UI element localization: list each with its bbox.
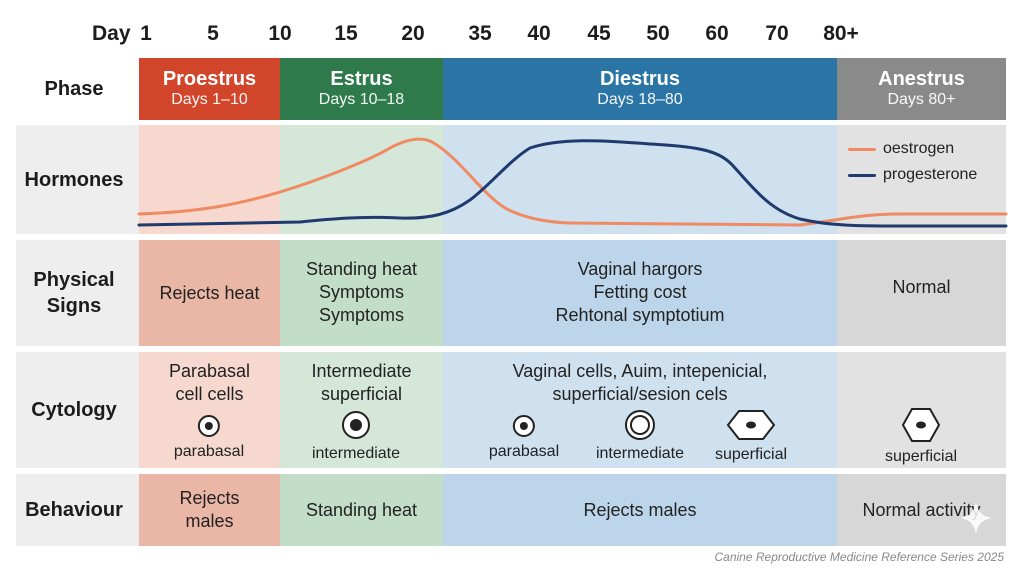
cell-item-parabasal: parabasal — [489, 413, 559, 461]
intermediate-ring-cell-icon — [624, 410, 655, 440]
cell-caption: superficial — [714, 446, 788, 463]
cell-text: Normal — [892, 277, 951, 297]
cell-item-superficial: superficial — [715, 408, 787, 464]
cell-caption: intermediate — [311, 445, 401, 462]
legend-swatch — [848, 147, 876, 151]
phase-days: Days 80+ — [887, 91, 956, 108]
cell-text: Rejects — [179, 488, 240, 508]
day-tick: 35 — [468, 22, 492, 45]
physical-estrus: Standing heat Symptoms Symptoms — [280, 240, 443, 346]
phase-name: Diestrus — [599, 68, 681, 90]
cytology-diestrus: Vaginal cells, Auim, intepenicial, super… — [443, 352, 837, 468]
phase-estrus: Estrus Days 10–18 — [280, 58, 443, 120]
phase-diestrus: Diestrus Days 18–80 — [443, 58, 837, 120]
cell-text: superficial — [320, 384, 403, 404]
cell-text: Vaginal cells, Auim, intepenicial, — [512, 361, 768, 381]
phase-days: Days 10–18 — [318, 91, 405, 108]
parabasal-cell-icon — [513, 415, 535, 437]
parabasal-cell-icon — [198, 415, 220, 437]
progesterone-curve — [137, 139, 1008, 228]
cell-text: superficial/sesion cels — [552, 384, 728, 404]
cell-text: Rejects males — [583, 499, 697, 520]
superficial-cell-icon — [901, 408, 941, 442]
hormones-zone-proestrus — [139, 125, 280, 234]
cell-item-parabasal: parabasal — [174, 413, 244, 461]
day-tick: 50 — [646, 22, 670, 45]
cell-text: Symptoms — [318, 305, 405, 325]
day-tick: 15 — [334, 22, 358, 45]
cell-text: Standing heat — [305, 499, 418, 520]
footer-caption: Canine Reproductive Medicine Reference S… — [714, 550, 1005, 564]
phase-name: Anestrus — [878, 68, 965, 90]
day-tick: 70 — [765, 22, 789, 45]
legend-swatch — [848, 173, 876, 177]
cell-text: Rejects heat — [159, 282, 260, 303]
day-axis-title: Day — [92, 22, 131, 45]
day-tick: 40 — [527, 22, 551, 45]
cell-text: Rehtonal symptotium — [555, 305, 725, 325]
cell-item-intermediate: intermediate — [596, 409, 684, 463]
cell-caption: intermediate — [595, 445, 685, 462]
cell-text: Symptoms — [318, 282, 405, 302]
legend-label: oestrogen — [883, 140, 955, 157]
behaviour-anestrus: Normal activity — [837, 474, 1006, 546]
row-label-behaviour: Behaviour — [25, 499, 123, 521]
cell-caption: parabasal — [173, 443, 245, 460]
behaviour-diestrus: Rejects males — [443, 474, 837, 546]
cell-text: Intermediate — [311, 361, 412, 381]
physical-anestrus: Normal — [837, 240, 1006, 346]
sparkle-watermark-icon — [960, 502, 992, 534]
physical-diestrus: Vaginal hargors Fetting cost Rehtonal sy… — [443, 240, 837, 346]
row-label-physical-signs: Physical Signs — [16, 240, 132, 346]
intermediate-cell-icon — [341, 411, 370, 439]
day-tick: 60 — [705, 22, 729, 45]
cytology-proestrus: Parabasal cell cells — [139, 352, 280, 468]
behaviour-proestrus: Rejects males — [139, 474, 280, 546]
phase-days: Days 18–80 — [597, 91, 683, 108]
cell-text: Standing heat — [305, 259, 418, 279]
cell-text: Normal activity — [862, 499, 981, 520]
cell-text: Parabasal — [168, 361, 251, 381]
cell-text: males — [185, 511, 234, 531]
cell-caption: parabasal — [488, 443, 560, 460]
cell-caption: superficial — [884, 448, 958, 465]
row-label-hormones: Hormones — [24, 168, 124, 191]
cell-text: Fetting cost — [593, 282, 687, 302]
day-tick: 20 — [401, 22, 425, 45]
phase-anestrus: Anestrus Days 80+ — [837, 58, 1006, 120]
phase-name: Estrus — [330, 68, 393, 90]
phase-days: Days 1–10 — [171, 91, 248, 108]
row-label-line: Physical — [33, 269, 115, 291]
cell-item-intermediate: intermediate — [312, 409, 400, 463]
behaviour-estrus: Standing heat — [280, 474, 443, 546]
physical-proestrus: Rejects heat — [139, 240, 280, 346]
hormones-zone-estrus — [280, 125, 443, 234]
day-tick: 1 — [140, 22, 152, 45]
row-label-line: Signs — [46, 295, 102, 317]
cell-text: Vaginal hargors — [577, 259, 703, 279]
day-tick: 45 — [587, 22, 611, 45]
phase-name: Proestrus — [162, 68, 257, 90]
oestrogen-curve — [137, 137, 1008, 227]
legend-label: progesterone — [883, 166, 978, 183]
cell-item-superficial: superficial — [885, 406, 957, 466]
superficial-cell-icon — [726, 410, 776, 440]
phase-proestrus: Proestrus Days 1–10 — [139, 58, 280, 120]
cell-text: cell cells — [175, 384, 244, 404]
day-tick: 5 — [207, 22, 219, 45]
row-label-cytology: Cytology — [31, 399, 117, 421]
legend-oestrogen: oestrogen — [848, 140, 954, 158]
row-label-phase: Phase — [44, 78, 104, 100]
day-tick: 80+ — [823, 22, 859, 45]
cytology-estrus: Intermediate superficial — [280, 352, 443, 468]
legend-progesterone: progesterone — [848, 166, 977, 184]
day-tick: 10 — [268, 22, 292, 45]
